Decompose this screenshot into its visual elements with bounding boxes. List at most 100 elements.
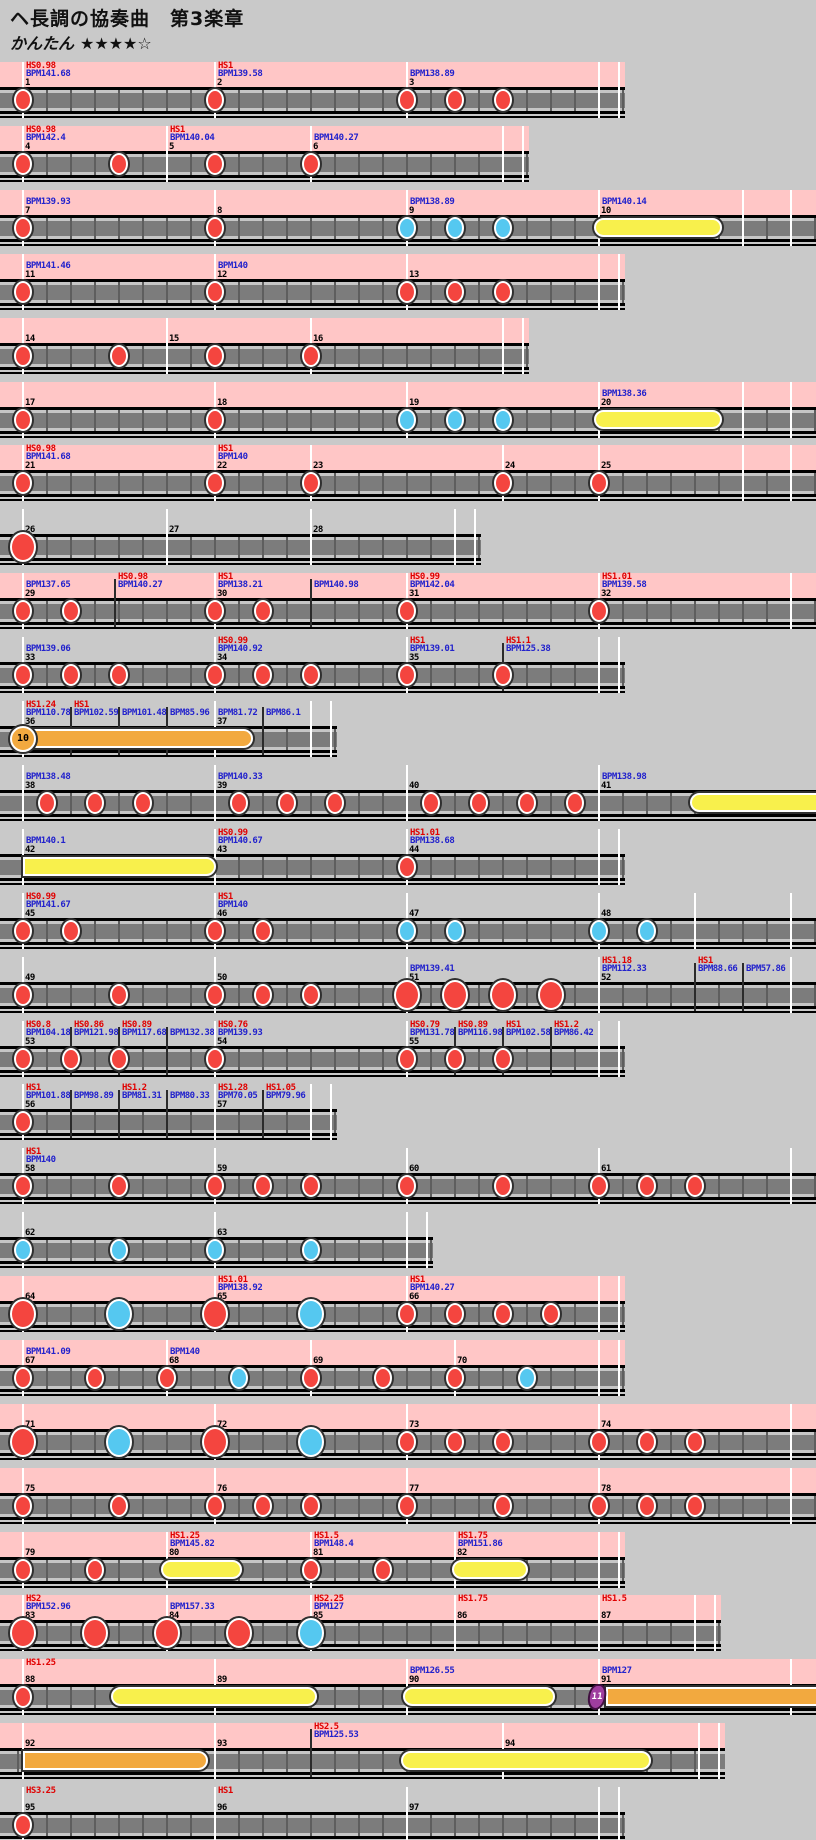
don-note xyxy=(14,664,32,686)
measure-number: 74 xyxy=(601,1420,611,1430)
don-note xyxy=(14,1559,32,1581)
don-note xyxy=(494,89,512,111)
measure-number: 53 xyxy=(25,1037,35,1047)
note-track xyxy=(0,1049,625,1070)
measure-number: 17 xyxy=(25,398,35,408)
hs-label: HS1.01 xyxy=(218,1275,248,1285)
measure-number: 41 xyxy=(601,781,611,791)
bpm-label: BPM102.59 xyxy=(74,708,119,718)
track-row: HS0.8 BPM104.18 53 HS0.86 BPM121.98 HS0.89 BPM… xyxy=(0,1021,816,1081)
don-note xyxy=(590,1495,608,1517)
measure-line xyxy=(502,318,504,374)
measure-number: 79 xyxy=(25,1548,35,1558)
measure-line xyxy=(214,829,216,885)
gogo-header xyxy=(0,1532,625,1557)
measure-line xyxy=(166,509,168,565)
bpm-label: BPM142.4 xyxy=(26,133,66,143)
don-note xyxy=(302,984,320,1006)
measure-line xyxy=(618,637,620,693)
measure-line xyxy=(618,1787,620,1840)
note-track xyxy=(0,346,529,367)
don-note xyxy=(14,345,32,367)
gogo-header xyxy=(0,126,529,151)
big-don-note xyxy=(10,1299,36,1329)
bpm-label: BPM141.46 xyxy=(26,261,71,271)
measure-line xyxy=(790,1148,792,1204)
track-row: HS2 BPM152.96 83 BPM157.33 84 HS2.25 BPM127 85 H… xyxy=(0,1595,816,1655)
bpm-label: BPM138.21 xyxy=(218,580,263,590)
note-track xyxy=(0,793,816,814)
measure-line xyxy=(618,62,620,118)
don-note xyxy=(446,1367,464,1389)
measure-line xyxy=(406,1212,408,1268)
hs-label: HS1.1 xyxy=(506,636,531,646)
track-bottom-line2 xyxy=(0,1713,816,1715)
measure-line xyxy=(522,126,524,182)
track-row: HS1.24 BPM110.78 36 HS1 BPM102.59 BPM101.48 BP… xyxy=(0,701,816,761)
measure-number: 46 xyxy=(217,909,227,919)
don-note xyxy=(446,89,464,111)
hs-label: HS1 xyxy=(218,1786,233,1796)
track-bottom-line2 xyxy=(0,691,625,693)
measure-line xyxy=(742,382,744,438)
track-bottom-line2 xyxy=(0,1586,625,1588)
measure-number: 5 xyxy=(169,142,174,152)
bpm-label: BPM138.89 xyxy=(410,197,455,207)
don-note xyxy=(398,1175,416,1197)
track-row: BPM139.06 33 HS0.99 BPM140.92 34 HS1 BPM139.01… xyxy=(0,637,816,697)
measure-line xyxy=(598,254,600,310)
big-don-note xyxy=(490,980,516,1010)
gogo-header xyxy=(0,190,816,215)
header-baseline xyxy=(0,1046,625,1049)
bpm-change-line xyxy=(166,1090,168,1138)
measure-line xyxy=(742,445,744,501)
don-note xyxy=(110,1175,128,1197)
measure-number: 76 xyxy=(217,1484,227,1494)
bpm-label: BPM121.98 xyxy=(74,1028,119,1038)
don-note xyxy=(110,984,128,1006)
track-row: 49 50 BPM139.41 51 HS1.18 BPM112.33 52 HS1 BPM88… xyxy=(0,957,816,1017)
don-note xyxy=(446,1431,464,1453)
don-note xyxy=(206,153,224,175)
drumroll-bar xyxy=(111,1687,317,1706)
bpm-label: BPM138.68 xyxy=(410,836,455,846)
hs-label: HS0.98 xyxy=(26,125,56,135)
track-bottom-line2 xyxy=(0,1266,433,1268)
measure-number: 18 xyxy=(217,398,227,408)
hs-label: HS2.5 xyxy=(314,1722,339,1732)
track-bottom-line xyxy=(0,1772,725,1775)
measure-number: 94 xyxy=(505,1739,515,1749)
track-bottom-line xyxy=(0,431,816,434)
track-bottom-line2 xyxy=(0,308,625,310)
track-bottom-line xyxy=(0,1644,721,1647)
song-title: ヘ長調の協奏曲 第3楽章 xyxy=(10,8,245,30)
drumroll-bar xyxy=(690,793,816,812)
bpm-label: BPM141.68 xyxy=(26,452,71,462)
header-baseline xyxy=(0,1493,816,1496)
measure-number: 47 xyxy=(409,909,419,919)
hs-label: HS1.2 xyxy=(554,1020,579,1030)
hs-label: HS1 xyxy=(218,572,233,582)
measure-number: 9 xyxy=(409,206,414,216)
don-note xyxy=(302,472,320,494)
gogo-header xyxy=(0,1404,816,1429)
measure-line xyxy=(330,1084,332,1140)
measure-number: 26 xyxy=(25,525,35,535)
hs-label: HS3.25 xyxy=(26,1786,56,1796)
measure-line xyxy=(330,701,332,757)
header-baseline xyxy=(0,598,816,601)
drumroll-bar xyxy=(594,218,722,237)
measure-line xyxy=(166,126,168,182)
measure-line xyxy=(22,765,24,821)
bpm-label: BPM157.33 xyxy=(170,1602,215,1612)
measure-number: 45 xyxy=(25,909,35,919)
measure-number: 51 xyxy=(409,973,419,983)
measure-number: 68 xyxy=(169,1356,179,1366)
don-note xyxy=(638,1175,656,1197)
track-bottom-line xyxy=(0,558,481,561)
bpm-label: BPM85.96 xyxy=(170,708,210,718)
bpm-label: BPM140.92 xyxy=(218,644,263,654)
measure-number: 77 xyxy=(409,1484,419,1494)
don-note xyxy=(302,664,320,686)
don-note xyxy=(398,664,416,686)
